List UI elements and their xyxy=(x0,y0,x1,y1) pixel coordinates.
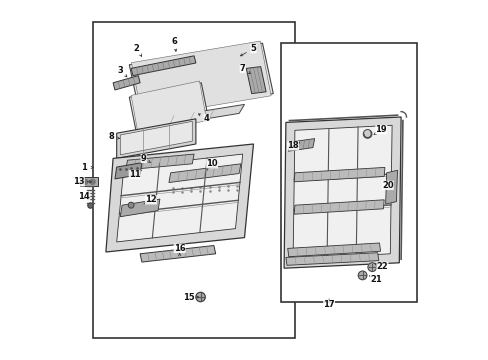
Polygon shape xyxy=(129,83,208,133)
Polygon shape xyxy=(115,163,142,179)
Polygon shape xyxy=(140,104,244,130)
Text: 12: 12 xyxy=(145,195,157,204)
Circle shape xyxy=(82,179,88,184)
Text: 18: 18 xyxy=(287,141,298,150)
Polygon shape xyxy=(106,144,253,252)
Circle shape xyxy=(363,130,371,138)
Text: 9: 9 xyxy=(141,154,146,163)
Text: 13: 13 xyxy=(73,177,84,186)
Text: 7: 7 xyxy=(239,64,245,73)
Polygon shape xyxy=(285,253,378,265)
Polygon shape xyxy=(140,246,215,262)
Polygon shape xyxy=(117,119,196,158)
Text: 8: 8 xyxy=(108,132,114,141)
Polygon shape xyxy=(385,170,397,204)
Text: 10: 10 xyxy=(206,159,218,168)
Polygon shape xyxy=(294,167,384,182)
Polygon shape xyxy=(120,199,160,217)
Text: 3: 3 xyxy=(117,66,123,75)
Text: 21: 21 xyxy=(369,275,381,284)
Text: 17: 17 xyxy=(323,300,334,309)
Text: 1: 1 xyxy=(81,163,87,172)
Polygon shape xyxy=(131,56,196,76)
Polygon shape xyxy=(129,43,273,115)
Polygon shape xyxy=(292,125,391,259)
Circle shape xyxy=(88,203,93,208)
Polygon shape xyxy=(113,76,140,90)
Bar xyxy=(80,177,98,186)
Polygon shape xyxy=(246,67,265,94)
Polygon shape xyxy=(131,41,270,117)
Circle shape xyxy=(358,271,366,280)
Polygon shape xyxy=(120,121,192,155)
Polygon shape xyxy=(117,154,242,242)
Circle shape xyxy=(196,292,205,302)
Text: 19: 19 xyxy=(375,125,386,134)
Polygon shape xyxy=(125,154,194,170)
Polygon shape xyxy=(284,117,400,268)
Text: 2: 2 xyxy=(133,44,139,53)
Bar xyxy=(93,22,294,338)
Text: 5: 5 xyxy=(250,44,256,53)
Text: 15: 15 xyxy=(183,292,194,302)
Bar xyxy=(280,43,416,302)
Text: 20: 20 xyxy=(381,181,393,190)
Polygon shape xyxy=(294,200,384,214)
Text: 22: 22 xyxy=(376,262,387,271)
Text: 16: 16 xyxy=(173,244,185,253)
Polygon shape xyxy=(288,139,314,151)
Text: 14: 14 xyxy=(78,192,90,201)
Text: 11: 11 xyxy=(128,170,140,179)
Circle shape xyxy=(128,202,134,208)
Text: 4: 4 xyxy=(203,114,209,123)
Polygon shape xyxy=(287,243,380,257)
Circle shape xyxy=(367,263,376,271)
Text: 6: 6 xyxy=(171,37,177,46)
Polygon shape xyxy=(168,164,241,183)
Polygon shape xyxy=(131,81,206,135)
Circle shape xyxy=(90,179,95,184)
